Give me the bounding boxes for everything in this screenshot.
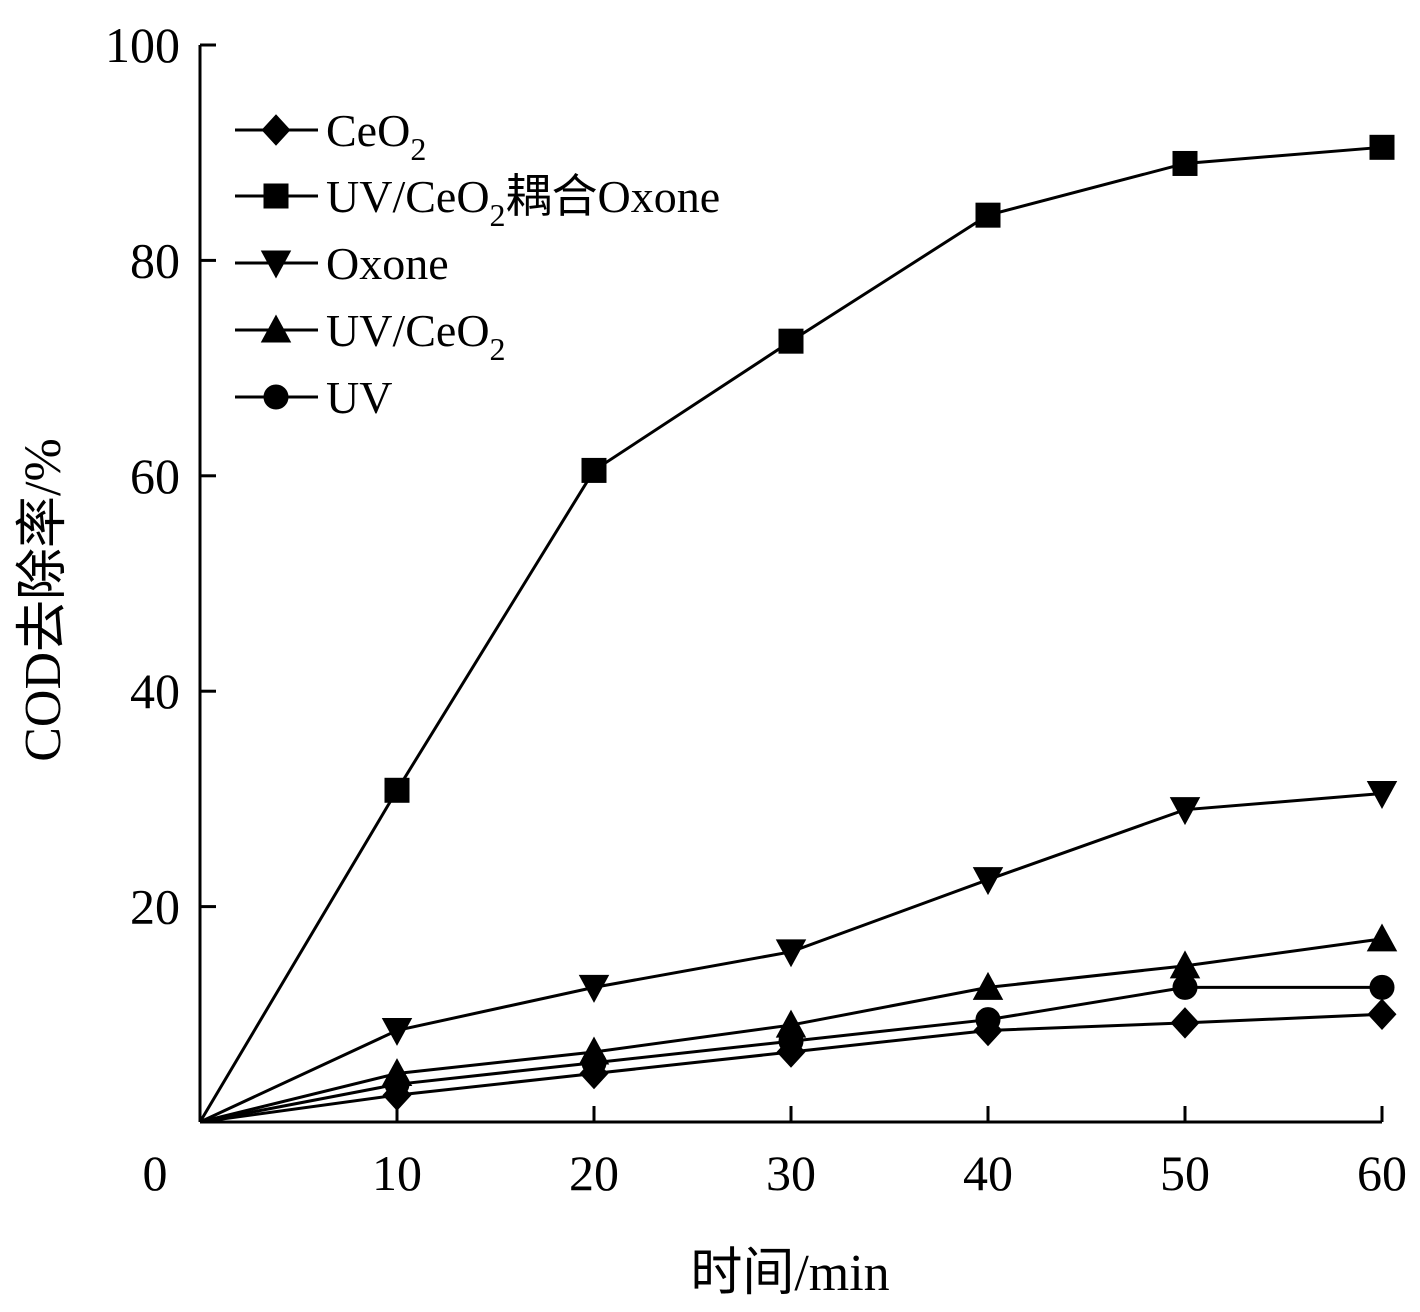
data-point <box>778 328 804 354</box>
series-triangle-up <box>199 923 1398 1124</box>
legend-item: UV <box>235 372 392 423</box>
x-tick-label: 0 <box>143 1145 168 1201</box>
data-point <box>972 971 1004 1000</box>
legend-marker <box>261 114 291 146</box>
legend-label-subscript: 2 <box>490 331 506 367</box>
x-axis-label: 时间/min <box>690 1245 889 1302</box>
legend-label-subscript: 2 <box>490 197 506 233</box>
series-square <box>198 134 1395 1123</box>
y-tick-label: 60 <box>130 448 180 504</box>
legend-label-main: UV/CeO <box>326 171 490 222</box>
legend-label-main: Oxone <box>326 238 449 289</box>
data-point <box>1172 974 1198 1000</box>
data-point <box>1367 998 1397 1031</box>
y-axis-label: COD去除率/% <box>15 438 72 762</box>
legend-marker <box>260 314 292 343</box>
legend-marker <box>260 250 292 279</box>
legend-item: UV/CeO2耦合Oxone <box>235 171 720 233</box>
data-point <box>778 1028 804 1054</box>
legend-label: UV/CeO2 <box>326 305 506 367</box>
series-triangle-down <box>199 781 1398 1124</box>
y-tick-label: 40 <box>130 663 180 719</box>
legend-label: Oxone <box>326 238 449 289</box>
data-point <box>1369 974 1395 1000</box>
data-point <box>975 202 1001 228</box>
x-tick-label: 40 <box>963 1145 1013 1201</box>
x-tick-label: 50 <box>1160 1145 1210 1201</box>
x-tick-label: 30 <box>766 1145 816 1201</box>
series-circle <box>199 974 1395 1124</box>
data-point <box>775 939 807 968</box>
legend-marker <box>263 183 289 209</box>
data-point <box>581 457 607 483</box>
legend-label-subscript: 2 <box>410 131 426 167</box>
data-point <box>384 1071 410 1097</box>
data-point <box>384 777 410 803</box>
legend-marker <box>263 384 289 410</box>
series-line <box>198 145 1383 1123</box>
legend-label: CeO2 <box>326 105 426 167</box>
legend-label-main: UV <box>326 372 392 423</box>
series-layer <box>198 134 1398 1124</box>
data-point <box>975 1007 1001 1033</box>
legend-label-tail: 耦合Oxone <box>506 171 721 222</box>
data-point <box>1366 923 1398 952</box>
axes: 20 40 60 80 100 0 10 20 30 40 50 60 <box>105 17 1407 1201</box>
data-point <box>578 974 610 1003</box>
y-tick-label: 100 <box>105 17 180 73</box>
data-point <box>1169 797 1201 826</box>
data-point <box>1369 134 1395 160</box>
legend-label-main: UV/CeO <box>326 305 490 356</box>
y-tick-label: 20 <box>130 879 180 935</box>
legend-item: Oxone <box>235 238 449 289</box>
legend-label: UV <box>326 372 392 423</box>
x-tick-label: 20 <box>569 1145 619 1201</box>
data-point <box>1366 781 1398 809</box>
legend-label: UV/CeO2耦合Oxone <box>326 171 720 233</box>
series-diamond <box>199 998 1397 1124</box>
y-tick-label: 80 <box>130 232 180 288</box>
data-point <box>972 867 1004 896</box>
x-tick-label: 60 <box>1357 1145 1407 1201</box>
data-point <box>581 1050 607 1076</box>
legend-item: CeO2 <box>235 105 426 167</box>
legend-label-main: CeO <box>326 105 410 156</box>
x-tick-label: 10 <box>372 1145 422 1201</box>
data-point <box>1170 1007 1200 1039</box>
data-point <box>381 1017 413 1046</box>
data-point <box>1172 150 1198 176</box>
legend-item: UV/CeO2 <box>235 305 506 367</box>
